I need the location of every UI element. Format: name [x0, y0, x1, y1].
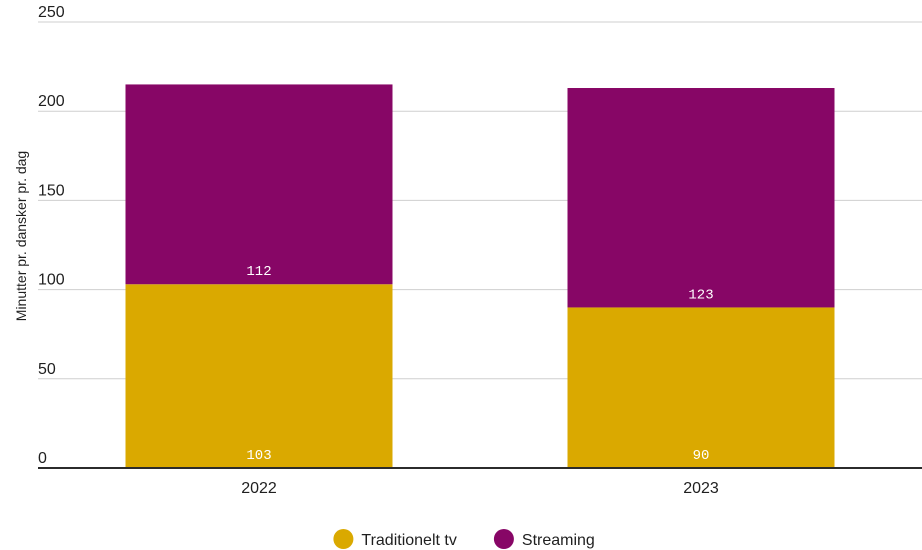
y-tick-label: 100 — [38, 272, 65, 289]
bar-streaming-2023 — [567, 88, 835, 308]
x-axis-labels: 2022 2023 — [241, 480, 719, 497]
data-label: 90 — [693, 448, 710, 464]
x-tick-label: 2022 — [241, 480, 277, 497]
y-tick-label: 150 — [38, 182, 65, 199]
data-label: 103 — [246, 448, 271, 464]
y-tick-label: 50 — [38, 361, 56, 378]
y-axis-ticks: 0 50 100 150 200 250 — [38, 4, 65, 467]
data-label: 123 — [688, 287, 713, 303]
data-label: 112 — [246, 264, 271, 280]
legend-label: Traditionelt tv — [361, 532, 456, 549]
legend: Traditionelt tv Streaming — [333, 529, 595, 549]
y-axis-title: Minutter pr. dansker pr. dag — [13, 151, 29, 321]
y-tick-label: 0 — [38, 450, 47, 467]
legend-swatch — [333, 529, 354, 549]
legend-swatch — [493, 529, 514, 549]
y-tick-label: 250 — [38, 4, 65, 21]
bar-streaming-2022 — [125, 84, 393, 285]
bar-traditionelt-tv-2022 — [125, 284, 393, 468]
x-tick-label: 2023 — [683, 480, 719, 497]
y-tick-label: 200 — [38, 93, 65, 110]
legend-label: Streaming — [522, 532, 595, 549]
bar-traditionelt-tv-2023 — [567, 307, 835, 468]
bars: 103 112 90 123 — [125, 84, 835, 468]
